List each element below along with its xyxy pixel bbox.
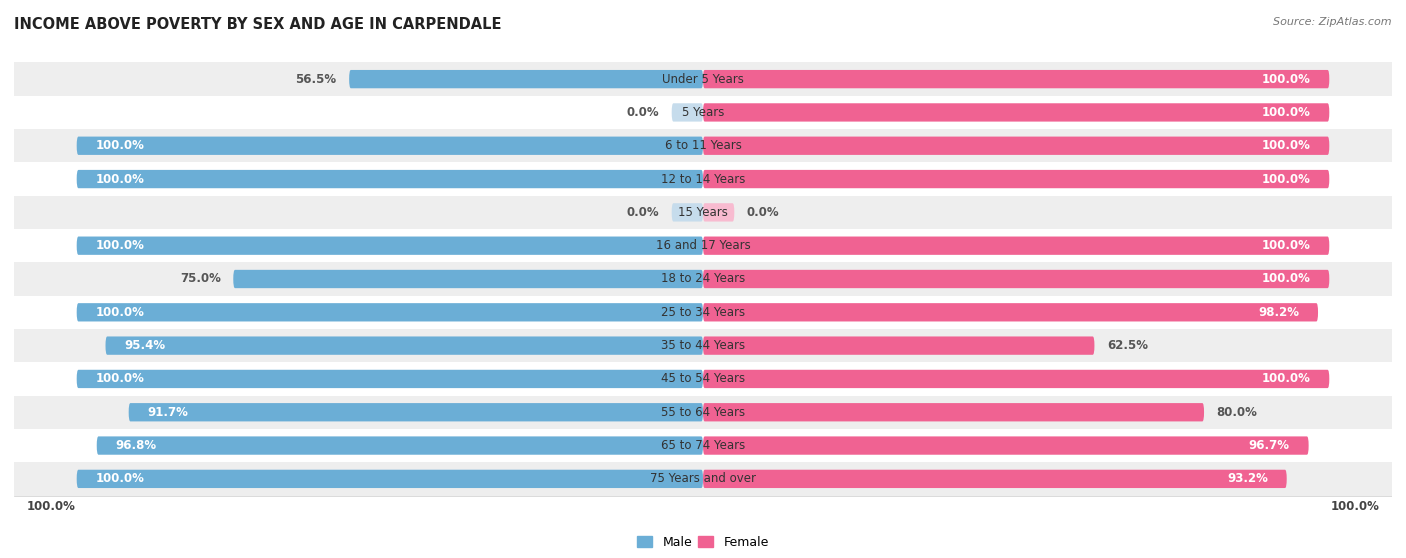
FancyBboxPatch shape bbox=[703, 103, 1329, 122]
Text: 100.0%: 100.0% bbox=[96, 140, 145, 152]
Text: 100.0%: 100.0% bbox=[1261, 172, 1310, 186]
Text: 75.0%: 75.0% bbox=[180, 272, 221, 286]
Text: 100.0%: 100.0% bbox=[1261, 272, 1310, 286]
Text: 75 Years and over: 75 Years and over bbox=[650, 473, 756, 485]
Text: 100.0%: 100.0% bbox=[96, 306, 145, 319]
Text: 65 to 74 Years: 65 to 74 Years bbox=[661, 439, 745, 452]
Text: 100.0%: 100.0% bbox=[96, 372, 145, 386]
FancyBboxPatch shape bbox=[703, 470, 1286, 488]
Bar bbox=[14, 229, 1392, 262]
Text: 100.0%: 100.0% bbox=[96, 172, 145, 186]
FancyBboxPatch shape bbox=[77, 237, 703, 255]
Bar bbox=[14, 396, 1392, 429]
Bar bbox=[14, 262, 1392, 296]
Bar bbox=[14, 196, 1392, 229]
Text: 35 to 44 Years: 35 to 44 Years bbox=[661, 339, 745, 352]
Text: 15 Years: 15 Years bbox=[678, 206, 728, 219]
FancyBboxPatch shape bbox=[97, 436, 703, 455]
Text: 100.0%: 100.0% bbox=[1261, 106, 1310, 119]
Text: INCOME ABOVE POVERTY BY SEX AND AGE IN CARPENDALE: INCOME ABOVE POVERTY BY SEX AND AGE IN C… bbox=[14, 17, 502, 32]
Text: 62.5%: 62.5% bbox=[1107, 339, 1147, 352]
FancyBboxPatch shape bbox=[129, 403, 703, 421]
Text: Source: ZipAtlas.com: Source: ZipAtlas.com bbox=[1274, 17, 1392, 27]
FancyBboxPatch shape bbox=[672, 103, 703, 122]
Text: 5 Years: 5 Years bbox=[682, 106, 724, 119]
Text: 80.0%: 80.0% bbox=[1216, 406, 1257, 418]
Bar bbox=[14, 129, 1392, 162]
FancyBboxPatch shape bbox=[77, 303, 703, 321]
FancyBboxPatch shape bbox=[703, 270, 1329, 288]
Text: 12 to 14 Years: 12 to 14 Years bbox=[661, 172, 745, 186]
FancyBboxPatch shape bbox=[703, 70, 1329, 88]
FancyBboxPatch shape bbox=[703, 436, 1309, 455]
Text: 45 to 54 Years: 45 to 54 Years bbox=[661, 372, 745, 386]
Text: 91.7%: 91.7% bbox=[148, 406, 188, 418]
Text: 96.7%: 96.7% bbox=[1249, 439, 1289, 452]
Legend: Male, Female: Male, Female bbox=[633, 531, 773, 554]
Text: 98.2%: 98.2% bbox=[1258, 306, 1299, 319]
Text: 95.4%: 95.4% bbox=[124, 339, 166, 352]
Text: 0.0%: 0.0% bbox=[627, 206, 659, 219]
Bar bbox=[14, 362, 1392, 396]
Bar bbox=[14, 62, 1392, 96]
Text: 0.0%: 0.0% bbox=[627, 106, 659, 119]
Bar bbox=[14, 329, 1392, 362]
Bar bbox=[14, 96, 1392, 129]
Text: 55 to 64 Years: 55 to 64 Years bbox=[661, 406, 745, 418]
FancyBboxPatch shape bbox=[703, 137, 1329, 155]
FancyBboxPatch shape bbox=[77, 470, 703, 488]
Text: 100.0%: 100.0% bbox=[1261, 239, 1310, 252]
Text: 100.0%: 100.0% bbox=[1261, 73, 1310, 85]
Bar bbox=[14, 462, 1392, 496]
Text: 100.0%: 100.0% bbox=[96, 239, 145, 252]
FancyBboxPatch shape bbox=[105, 336, 703, 355]
Text: 100.0%: 100.0% bbox=[1330, 499, 1379, 513]
Bar bbox=[14, 162, 1392, 196]
FancyBboxPatch shape bbox=[703, 403, 1204, 421]
Bar bbox=[14, 296, 1392, 329]
FancyBboxPatch shape bbox=[703, 237, 1329, 255]
Text: 93.2%: 93.2% bbox=[1227, 473, 1268, 485]
FancyBboxPatch shape bbox=[703, 170, 1329, 188]
FancyBboxPatch shape bbox=[703, 203, 734, 222]
Text: 6 to 11 Years: 6 to 11 Years bbox=[665, 140, 741, 152]
Text: 18 to 24 Years: 18 to 24 Years bbox=[661, 272, 745, 286]
Text: 100.0%: 100.0% bbox=[96, 473, 145, 485]
FancyBboxPatch shape bbox=[703, 336, 1094, 355]
FancyBboxPatch shape bbox=[233, 270, 703, 288]
Text: 56.5%: 56.5% bbox=[295, 73, 336, 85]
Bar bbox=[14, 429, 1392, 462]
Text: 25 to 34 Years: 25 to 34 Years bbox=[661, 306, 745, 319]
FancyBboxPatch shape bbox=[77, 137, 703, 155]
FancyBboxPatch shape bbox=[703, 370, 1329, 388]
FancyBboxPatch shape bbox=[672, 203, 703, 222]
Text: 0.0%: 0.0% bbox=[747, 206, 779, 219]
Text: 100.0%: 100.0% bbox=[1261, 372, 1310, 386]
FancyBboxPatch shape bbox=[349, 70, 703, 88]
FancyBboxPatch shape bbox=[77, 370, 703, 388]
Text: 96.8%: 96.8% bbox=[115, 439, 156, 452]
Text: 16 and 17 Years: 16 and 17 Years bbox=[655, 239, 751, 252]
Text: 100.0%: 100.0% bbox=[27, 499, 76, 513]
FancyBboxPatch shape bbox=[77, 170, 703, 188]
Text: Under 5 Years: Under 5 Years bbox=[662, 73, 744, 85]
Text: 100.0%: 100.0% bbox=[1261, 140, 1310, 152]
FancyBboxPatch shape bbox=[703, 303, 1317, 321]
